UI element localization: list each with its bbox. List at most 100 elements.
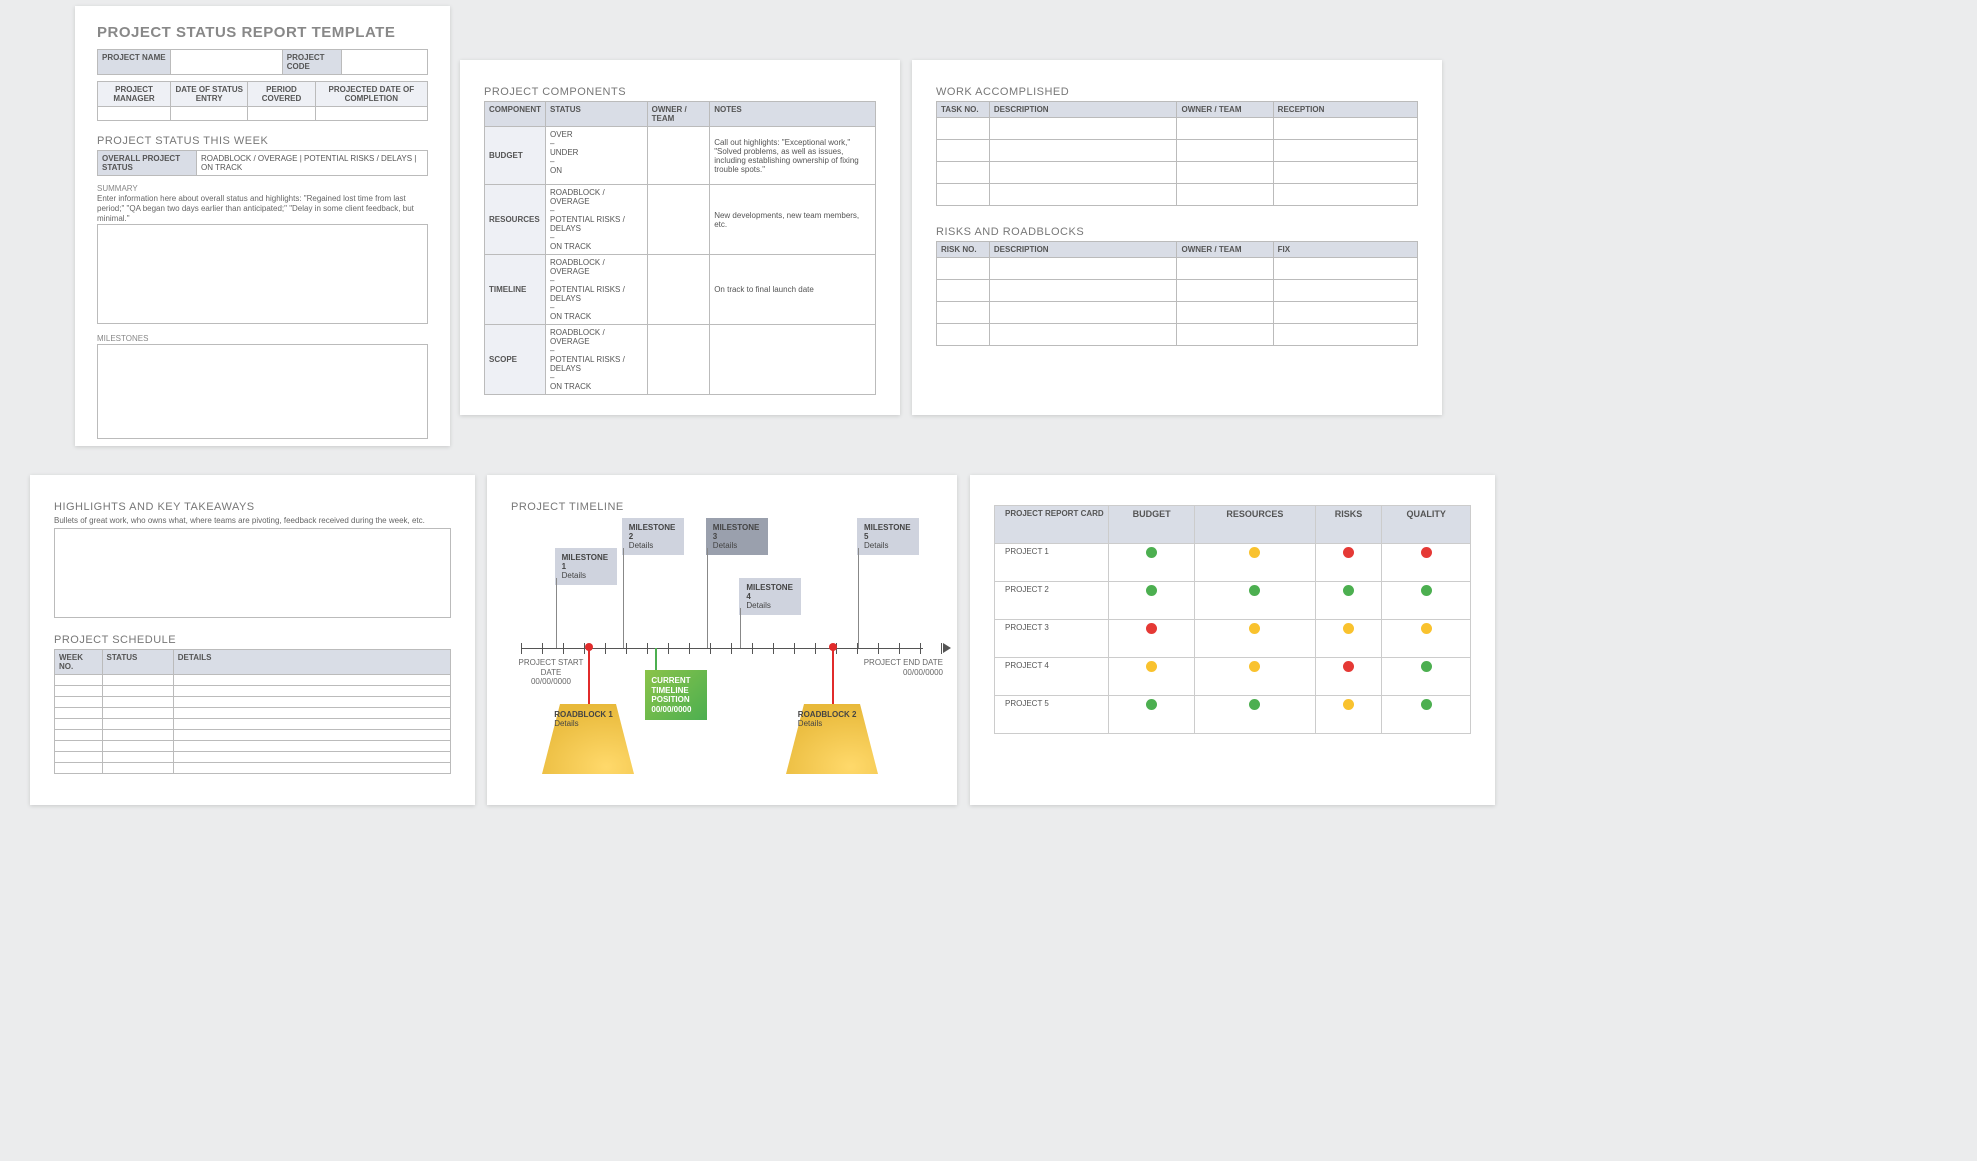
- highlights-box: [54, 528, 451, 618]
- timeline-start-label: PROJECT START DATE00/00/0000: [511, 658, 591, 687]
- status-cell: [1109, 582, 1195, 620]
- status-cell: [1315, 658, 1382, 696]
- status-dot-icon: [1249, 547, 1260, 558]
- section-schedule: PROJECT SCHEDULE: [54, 634, 451, 646]
- cell-notes: Call out highlights: "Exceptional work,"…: [710, 127, 876, 185]
- table-cell: [1273, 162, 1417, 184]
- milestone-box: MILESTONE 3Details: [706, 518, 768, 555]
- summary-label: SUMMARY: [97, 184, 428, 194]
- status-options: ROADBLOCK / OVERAGE | POTENTIAL RISKS / …: [197, 151, 428, 176]
- status-dot-icon: [1343, 547, 1354, 558]
- status-dot-icon: [1146, 547, 1157, 558]
- table-cell: [937, 184, 990, 206]
- table-cell: [102, 686, 173, 697]
- status-dot-icon: [1421, 699, 1432, 710]
- table-cell: [102, 730, 173, 741]
- project-name-cell: PROJECT 5: [995, 696, 1109, 734]
- status-cell: [1315, 544, 1382, 582]
- status-cell: [1382, 544, 1471, 582]
- section-highlights: HIGHLIGHTS AND KEY TAKEAWAYS: [54, 501, 451, 513]
- col-details: DETAILS: [173, 650, 450, 675]
- table-cell: [937, 258, 990, 280]
- table-cell: [102, 719, 173, 730]
- project-name-cell: PROJECT 3: [995, 620, 1109, 658]
- status-cell: [1195, 544, 1316, 582]
- table-cell: [173, 708, 450, 719]
- col-notes: NOTES: [710, 102, 876, 127]
- col-owner: OWNER / TEAM: [1177, 242, 1273, 258]
- cell-component: SCOPE: [485, 325, 546, 395]
- status-dot-icon: [1343, 585, 1354, 596]
- col-status: STATUS: [102, 650, 173, 675]
- table-cell: [1177, 280, 1273, 302]
- table-cell: [989, 302, 1177, 324]
- label-projected-completion: PROJECTED DATE OF COMPLETION: [315, 82, 427, 107]
- table-cell: [1273, 302, 1417, 324]
- status-cell: [1109, 658, 1195, 696]
- table-cell: [173, 763, 450, 774]
- table-cell: [989, 280, 1177, 302]
- table-cell: [55, 686, 103, 697]
- cell-status: ROADBLOCK / OVERAGE – POTENTIAL RISKS / …: [546, 185, 648, 255]
- section-status-week: PROJECT STATUS THIS WEEK: [97, 135, 428, 147]
- col-status: STATUS: [546, 102, 648, 127]
- page-timeline: PROJECT TIMELINE PROJECT START DATE00/00…: [487, 475, 957, 805]
- schedule-table: WEEK NO. STATUS DETAILS: [54, 649, 451, 774]
- col-budget: BUDGET: [1109, 506, 1195, 544]
- label-period: PERIOD COVERED: [248, 82, 315, 107]
- table-cell: [55, 752, 103, 763]
- table-cell: [1273, 184, 1417, 206]
- table-cell: [102, 675, 173, 686]
- cell-notes: [710, 325, 876, 395]
- col-week: WEEK NO.: [55, 650, 103, 675]
- col-desc: DESCRIPTION: [989, 102, 1177, 118]
- col-risk-no: RISK NO.: [937, 242, 990, 258]
- milestone-box: MILESTONE 1Details: [555, 548, 617, 585]
- project-meta-table: PROJECT MANAGER DATE OF STATUS ENTRY PER…: [97, 81, 428, 121]
- timeline-canvas: PROJECT START DATE00/00/0000PROJECT END …: [511, 516, 933, 776]
- table-cell: [55, 719, 103, 730]
- table-cell: [1177, 162, 1273, 184]
- label-overall-status: OVERALL PROJECT STATUS: [98, 151, 197, 176]
- table-cell: [1177, 324, 1273, 346]
- roadblock-label: ROADBLOCK 1Details: [554, 710, 613, 728]
- table-cell: [989, 324, 1177, 346]
- section-work-title: WORK ACCOMPLISHED: [936, 86, 1418, 98]
- status-dot-icon: [1146, 623, 1157, 634]
- status-cell: [1195, 696, 1316, 734]
- col-component: COMPONENT: [485, 102, 546, 127]
- status-cell: [1382, 696, 1471, 734]
- section-title: PROJECT COMPONENTS: [484, 86, 876, 98]
- milestones-box: [97, 344, 428, 439]
- table-cell: [55, 708, 103, 719]
- table-cell: [1177, 118, 1273, 140]
- col-risks: RISKS: [1315, 506, 1382, 544]
- cell-component: BUDGET: [485, 127, 546, 185]
- table-cell: [173, 697, 450, 708]
- cell-owner: [647, 255, 710, 325]
- table-cell: [989, 162, 1177, 184]
- status-cell: [1382, 582, 1471, 620]
- status-dot-icon: [1421, 547, 1432, 558]
- table-cell: [173, 719, 450, 730]
- status-dot-icon: [1146, 699, 1157, 710]
- status-dot-icon: [1421, 623, 1432, 634]
- table-cell: [937, 302, 990, 324]
- page-report-card: PROJECT REPORT CARD BUDGET RESOURCES RIS…: [970, 475, 1495, 805]
- table-cell: [1273, 324, 1417, 346]
- table-cell: [102, 752, 173, 763]
- status-dot-icon: [1146, 585, 1157, 596]
- cell-notes: On track to final launch date: [710, 255, 876, 325]
- table-cell: [1273, 280, 1417, 302]
- report-card-table: PROJECT REPORT CARD BUDGET RESOURCES RIS…: [994, 505, 1471, 734]
- table-cell: [937, 140, 990, 162]
- components-table: COMPONENT STATUS OWNER / TEAM NOTES BUDG…: [484, 101, 876, 395]
- timeline-axis: [521, 648, 923, 649]
- table-cell: [102, 763, 173, 774]
- page-work-risks: WORK ACCOMPLISHED TASK NO. DESCRIPTION O…: [912, 60, 1442, 415]
- status-cell: [1382, 620, 1471, 658]
- table-cell: [1177, 302, 1273, 324]
- section-risks-title: RISKS AND ROADBLOCKS: [936, 226, 1418, 238]
- table-cell: [937, 280, 990, 302]
- table-cell: [989, 184, 1177, 206]
